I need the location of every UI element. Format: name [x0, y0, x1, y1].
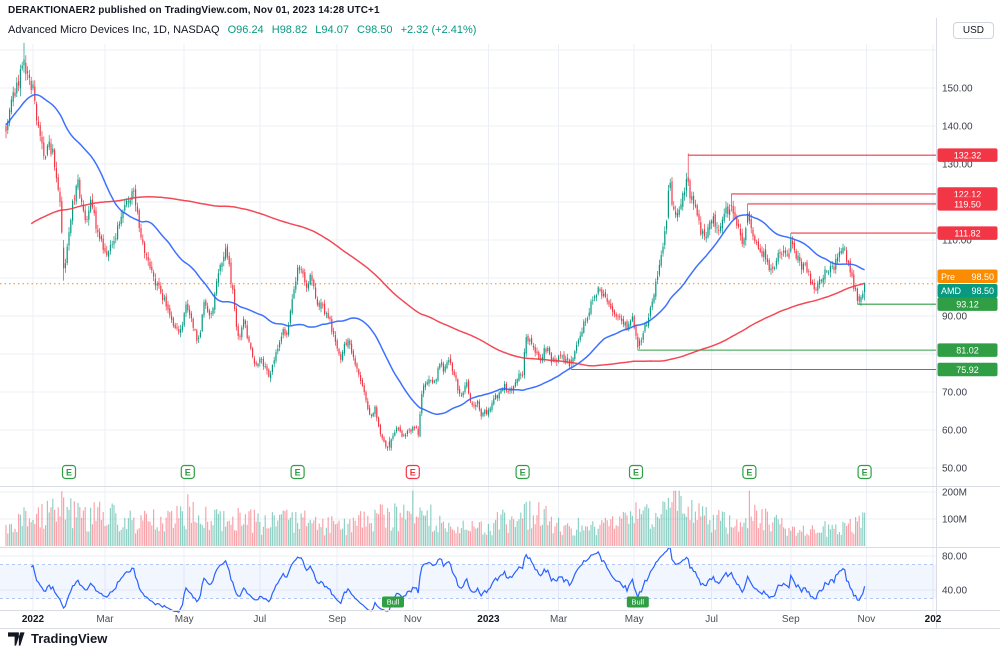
price-tick-label: 50.00 [942, 464, 967, 475]
publisher-note: DERAKTIONAER2 published on TradingView.c… [8, 5, 380, 16]
svg-text:E: E [862, 468, 868, 478]
price-axis[interactable]: 150.00 140.00 130.00 110.00 90.00 70.00 60.00 5… [942, 84, 973, 597]
earnings-badge[interactable]: E [61, 464, 77, 480]
price-tick-label: 70.00 [942, 388, 967, 399]
time-tick-label: 2023 [477, 614, 500, 625]
svg-text:93.12: 93.12 [956, 300, 979, 310]
earnings-badge[interactable]: E [515, 464, 530, 480]
svg-text:98.50: 98.50 [971, 272, 994, 282]
ma-slow-line [30, 196, 865, 367]
svg-text:Bull: Bull [632, 598, 645, 607]
time-tick-label: Mar [550, 614, 568, 625]
svg-text:E: E [295, 468, 301, 478]
symbol-title: Advanced Micro Devices Inc, 1D, NASDAQ [8, 24, 220, 36]
time-tick-label: 2022 [22, 614, 45, 625]
price-axis-tag: 111.82 [937, 226, 998, 240]
time-tick-label: Jul [253, 614, 266, 625]
svg-text:81.02: 81.02 [956, 346, 979, 356]
svg-text:E: E [520, 468, 526, 478]
bull-tag: Bull [626, 596, 649, 608]
rsi-bull-tags: Bull Bull [382, 596, 649, 608]
earnings-badge[interactable]: E [742, 464, 757, 480]
svg-text:E: E [185, 468, 191, 478]
ohlc-high: H98.82 [271, 24, 308, 36]
price-tick-label: 110.00 [942, 236, 972, 247]
moving-averages [5, 93, 865, 415]
price-axis-tag: 81.02 [937, 343, 998, 357]
time-tick-label: Nov [858, 614, 876, 625]
svg-text:AMD: AMD [941, 286, 962, 296]
bull-tag: Bull [382, 596, 404, 608]
price-axis-tag: 75.92 [937, 362, 998, 377]
time-tick-label: Nov [404, 614, 422, 625]
rsi-tick-label: 40.00 [942, 586, 967, 597]
earnings-badge[interactable]: E [180, 464, 195, 480]
ohlc-low: L94.07 [315, 24, 349, 36]
time-tick-label: Mar [96, 614, 114, 625]
price-axis-tag: 93.12 [937, 297, 998, 311]
price-axis-tag: Pre 98.50 [937, 269, 998, 284]
price-tick-label: 130.00 [942, 160, 973, 171]
time-tick-label: Sep [782, 614, 800, 625]
ma-fast-line [5, 93, 865, 415]
ohlc-close: C98.50 [357, 24, 393, 36]
rsi-line [30, 546, 866, 613]
level-lines [571, 154, 936, 371]
earnings-badge[interactable]: E [405, 464, 420, 480]
svg-text:Pre: Pre [941, 272, 955, 282]
price-axis-tag: AMD 98.50 [937, 283, 998, 298]
time-axis[interactable]: 2022 Mar May Jul Sep Nov 2023 Mar May Jul Sep Nov 20… [22, 614, 942, 625]
pane-separators [0, 18, 1000, 629]
price-axis-tag: 132.32 [937, 148, 998, 162]
volume-tick-label: 100M [942, 515, 967, 526]
svg-text:E: E [410, 468, 416, 478]
price-tick-label: 150.00 [942, 84, 973, 95]
time-tick-label: Jul [705, 614, 718, 625]
earnings-badge[interactable]: E [290, 464, 305, 480]
chart-legend: Advanced Micro Devices Inc, 1D, NASDAQ O… [8, 24, 476, 36]
volume-tick-label: 200M [942, 488, 967, 499]
time-tick-label: May [175, 614, 194, 625]
brand-name: TradingView [31, 631, 108, 646]
earnings-badge[interactable]: E [857, 464, 872, 480]
svg-text:122.12: 122.12 [954, 189, 982, 199]
price-tick-label: 90.00 [942, 312, 967, 323]
currency-button[interactable]: USD [952, 22, 994, 39]
svg-text:E: E [633, 468, 639, 478]
svg-text:98.50: 98.50 [971, 286, 994, 296]
time-tick-label: Sep [328, 614, 346, 625]
svg-text:111.82: 111.82 [954, 229, 980, 239]
earnings-badge[interactable]: E [628, 464, 644, 480]
svg-text:E: E [66, 468, 72, 478]
change-value: +2.32 (+2.41%) [400, 24, 477, 36]
svg-text:132.32: 132.32 [954, 151, 982, 161]
tradingview-logo-icon[interactable] [8, 631, 25, 646]
candles-layer [5, 42, 866, 451]
time-tick-label: 202 [925, 614, 942, 625]
svg-text:75.92: 75.92 [956, 365, 979, 375]
rsi-tick-label: 80.00 [942, 552, 967, 563]
price-tick-label: 140.00 [942, 122, 973, 133]
svg-text:E: E [746, 468, 752, 478]
svg-text:Bull: Bull [387, 598, 400, 607]
tradingview-attribution[interactable]: TradingView [8, 631, 107, 646]
ohlc-open: O96.24 [227, 24, 264, 36]
svg-text:119.50: 119.50 [954, 199, 981, 209]
time-tick-label: May [625, 614, 644, 625]
price-tick-label: 60.00 [942, 426, 967, 437]
price-axis-tag: 119.50 [937, 197, 998, 211]
volume-bars [5, 490, 866, 546]
